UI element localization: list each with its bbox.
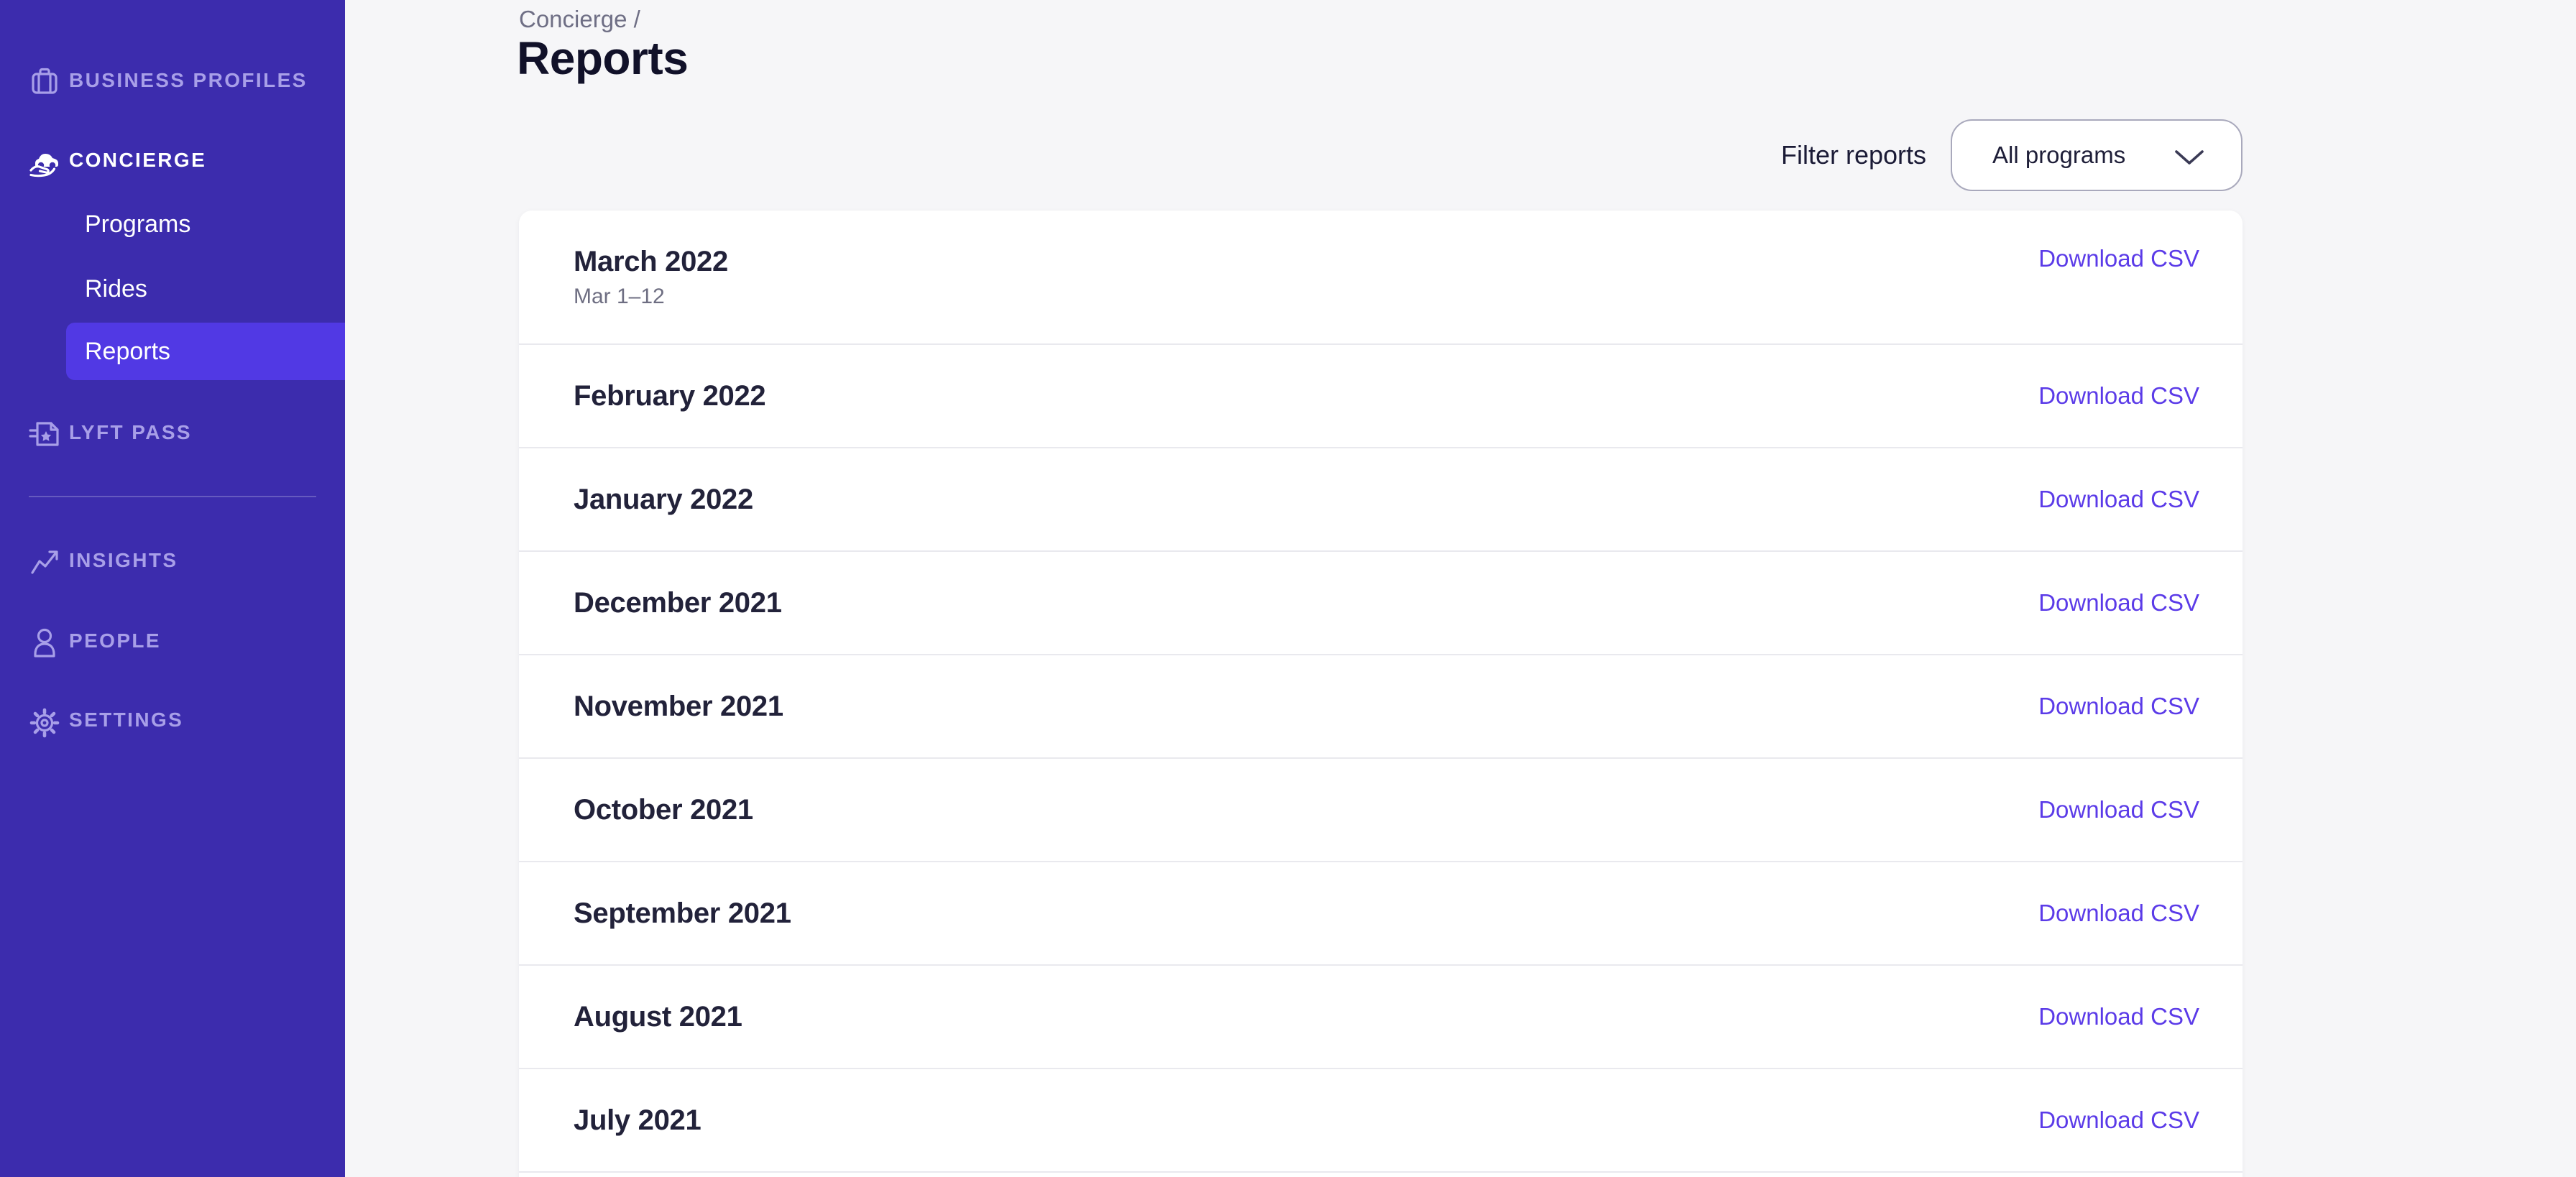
sidebar-subitem-rides[interactable]: Rides [0,270,345,308]
sidebar-subitem-reports[interactable]: Reports [66,323,345,380]
report-month: December 2021 [574,586,782,619]
report-row: March 2022 Mar 1–12 Download CSV [519,211,2242,345]
download-csv-link[interactable]: Download CSV [2038,693,2199,719]
filter-label: Filter reports [1780,140,1926,170]
reports-card: March 2022 Mar 1–12 Download CSV Februar… [519,211,2242,1177]
sidebar-item-insights[interactable]: INSIGHTS [0,540,345,581]
sidebar-divider [29,496,316,497]
sidebar-item-label: INSIGHTS [69,549,178,571]
download-csv-link[interactable]: Download CSV [2038,900,2199,926]
chevron-down-icon [2174,148,2205,170]
sidebar-item-label: BUSINESS PROFILES [69,69,308,91]
report-row-text: March 2022 Mar 1–12 [574,211,728,343]
download-csv-link[interactable]: Download CSV [2038,486,2199,512]
report-month: January 2022 [574,483,753,515]
sidebar-item-settings[interactable]: SETTINGS [0,700,345,740]
sidebar-item-people[interactable]: PEOPLE [0,621,345,661]
report-row: December 2021 Download CSV [519,552,2242,655]
download-csv-link[interactable]: Download CSV [2038,1107,2199,1133]
filter-row: Filter reports All programs [1781,119,2242,191]
sidebar-subitem-label: Reports [85,337,171,365]
report-month: October 2021 [574,793,753,826]
breadcrumb[interactable]: Concierge / [519,6,640,32]
program-filter-dropdown[interactable]: All programs [1951,119,2242,191]
report-row: October 2021 Download CSV [519,759,2242,862]
sidebar-item-label: LYFT PASS [69,421,192,443]
sidebar-item-lyft-pass[interactable]: LYFT PASS [0,412,345,453]
download-csv-link[interactable]: Download CSV [2038,1003,2199,1030]
lyft-pass-icon [26,414,63,451]
people-icon [26,622,63,660]
report-row: July 2021 Download CSV [519,1069,2242,1173]
report-date-range: Mar 1–12 [574,284,665,308]
sidebar-item-business-profiles[interactable]: BUSINESS PROFILES [0,60,345,101]
report-row: August 2021 Download CSV [519,966,2242,1069]
sidebar-subitem-label: Programs [85,210,191,238]
download-csv-link[interactable]: Download CSV [2038,245,2199,272]
sidebar-item-label: PEOPLE [69,629,161,652]
download-csv-link[interactable]: Download CSV [2038,796,2199,823]
report-row: January 2022 Download CSV [519,448,2242,552]
download-csv-link[interactable]: Download CSV [2038,589,2199,616]
insights-icon [26,542,63,579]
dropdown-selected-value: All programs [1992,142,2126,168]
report-row: September 2021 Download CSV [519,862,2242,966]
report-month: November 2021 [574,690,783,722]
report-month: July 2021 [574,1104,702,1136]
sidebar-subitem-programs[interactable]: Programs [0,206,345,243]
sidebar-subitem-label: Rides [85,274,147,303]
report-row: February 2022 Download CSV [519,345,2242,448]
sidebar-item-label: CONCIERGE [69,149,207,171]
report-month: August 2021 [574,1000,742,1033]
sidebar: BUSINESS PROFILES CONCIERGE Programs Rid… [0,0,345,1177]
briefcase-icon [26,62,63,99]
sidebar-item-concierge[interactable]: CONCIERGE [0,140,345,180]
report-row: November 2021 Download CSV [519,655,2242,759]
report-month: September 2021 [574,897,791,929]
report-month: February 2022 [574,379,766,412]
sidebar-item-label: SETTINGS [69,708,184,731]
gear-icon [26,701,63,739]
concierge-icon [26,142,63,179]
report-month: March 2022 [574,245,728,277]
page-title: Reports [517,32,689,84]
download-csv-link[interactable]: Download CSV [2038,382,2199,409]
